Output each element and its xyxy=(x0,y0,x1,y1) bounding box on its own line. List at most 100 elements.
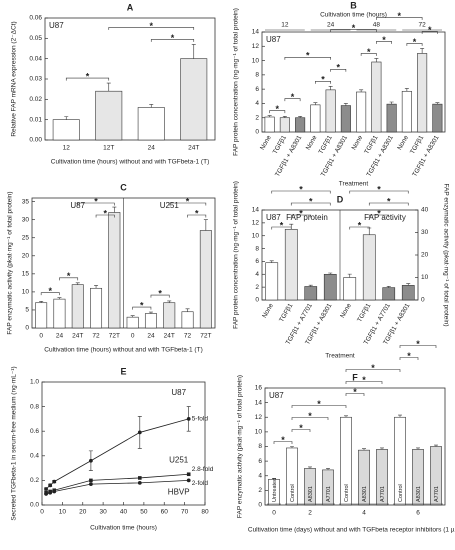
error-bar xyxy=(203,219,208,231)
error-bar xyxy=(389,101,394,105)
error-bar xyxy=(386,285,391,288)
x-tick-label: 10 xyxy=(59,509,67,516)
significance-star: * xyxy=(382,35,386,45)
x-tick-label: 50 xyxy=(140,509,148,516)
bar xyxy=(340,105,351,133)
y-tick-label: 15 xyxy=(22,271,30,278)
significance-star: * xyxy=(140,300,144,310)
category-label: None xyxy=(351,134,365,151)
y-tick-label: 0.0 xyxy=(30,502,39,509)
significance-bracket xyxy=(349,190,409,194)
significance-star: * xyxy=(377,184,381,194)
significance-star: * xyxy=(67,271,71,281)
y-tick-label: 8 xyxy=(258,443,262,450)
significance-bracket xyxy=(399,345,437,348)
y-axis-label: FAP enzymatic activity (pkat·mg⁻¹ of tot… xyxy=(7,191,14,334)
significance-bracket xyxy=(132,306,152,310)
significance-star: * xyxy=(299,423,303,433)
y-tick-label: 8 xyxy=(255,72,259,79)
x-axis-label: Treatment xyxy=(325,353,355,360)
significance-bracket xyxy=(290,214,312,218)
y-tick-label: 12 xyxy=(255,414,263,421)
y-tick-label: 0 xyxy=(25,325,29,332)
error-bar xyxy=(313,102,318,105)
cell-line-label: U87 xyxy=(49,21,64,30)
marker xyxy=(89,458,93,463)
y-tick-label: 4 xyxy=(255,271,259,278)
group-label: 6 xyxy=(416,510,420,517)
category-label: 24T xyxy=(72,333,83,340)
category-label: None xyxy=(305,134,319,151)
significance-bracket xyxy=(345,393,365,396)
y-tick-label: 0 xyxy=(255,129,259,136)
y-axis-label: Relative FAP mRNA expression (2⁻ΔCt) xyxy=(11,21,18,136)
significance-bracket xyxy=(349,226,370,230)
marker xyxy=(186,478,191,483)
significance-bracket xyxy=(77,202,115,206)
significance-bracket xyxy=(187,214,207,218)
cell-line-label: U87 xyxy=(266,35,281,44)
y-tick-label: 12 xyxy=(252,220,260,227)
marker xyxy=(186,417,191,421)
y-tick-label: 0.02 xyxy=(29,96,42,103)
bar xyxy=(382,287,396,301)
significance-bracket xyxy=(376,17,423,20)
significance-star: * xyxy=(371,363,375,373)
y-tick-label: 10 xyxy=(252,232,260,239)
fold-change: 2.8-fold xyxy=(192,466,214,473)
significance-star: * xyxy=(309,196,313,206)
group-label: FAP protein xyxy=(286,213,328,222)
y-tick-label: 4 xyxy=(255,100,259,107)
significance-star: * xyxy=(149,21,153,31)
significance-star: * xyxy=(280,220,284,230)
category-label: None xyxy=(261,302,275,319)
category-label: 12T xyxy=(103,145,114,152)
error-bar xyxy=(290,446,294,448)
error-bar xyxy=(416,447,420,450)
y2-tick-label: 20 xyxy=(421,252,429,259)
significance-bracket xyxy=(290,202,331,206)
significance-star: * xyxy=(186,196,190,206)
bar xyxy=(265,262,279,301)
category-label: None xyxy=(396,134,410,151)
y-tick-label: 6 xyxy=(255,86,259,93)
significance-star: * xyxy=(86,71,90,81)
bar xyxy=(90,287,103,329)
significance-star: * xyxy=(275,104,279,114)
y-tick-label: 0.00 xyxy=(29,137,42,144)
bar xyxy=(401,285,415,301)
error-bar xyxy=(374,58,379,62)
significance-star: * xyxy=(397,11,401,21)
group-label: 4 xyxy=(362,510,366,517)
y-tick-label: 25 xyxy=(22,234,30,241)
category-label: TGFβ1 xyxy=(356,302,372,323)
group-label: 48 xyxy=(373,22,381,29)
category-label: None xyxy=(259,134,273,151)
fold-change: 2-fold xyxy=(192,480,209,487)
error-bar xyxy=(406,283,411,286)
series-name: HBVP xyxy=(168,488,190,497)
y-tick-label: 1.0 xyxy=(30,379,39,386)
significance-bracket xyxy=(150,39,195,42)
category-label: None xyxy=(339,302,353,319)
group-label: 72 xyxy=(419,22,427,29)
error-bar xyxy=(359,89,364,92)
y2-tick-label: 30 xyxy=(421,229,429,236)
marker xyxy=(52,489,57,494)
significance-bracket xyxy=(271,190,331,194)
y-axis-label: Secreted TGFbeta-1 in serum-free medium … xyxy=(11,366,18,520)
marker xyxy=(137,480,142,485)
error-bar xyxy=(328,272,333,275)
x-axis-label: Treatment xyxy=(339,181,369,188)
category-label: 72 xyxy=(184,333,192,340)
y-tick-label: 16 xyxy=(255,385,263,392)
top-axis-label: Cultivation time (hours) xyxy=(320,12,387,19)
y-tick-label: 0 xyxy=(255,297,259,304)
cell-line-label: U87 xyxy=(266,213,281,222)
y-tick-label: 0 xyxy=(258,502,262,509)
error-bar xyxy=(57,297,62,300)
y-tick-label: 0.06 xyxy=(29,15,42,22)
significance-bracket xyxy=(291,429,311,432)
bar-label: Control xyxy=(398,484,404,502)
